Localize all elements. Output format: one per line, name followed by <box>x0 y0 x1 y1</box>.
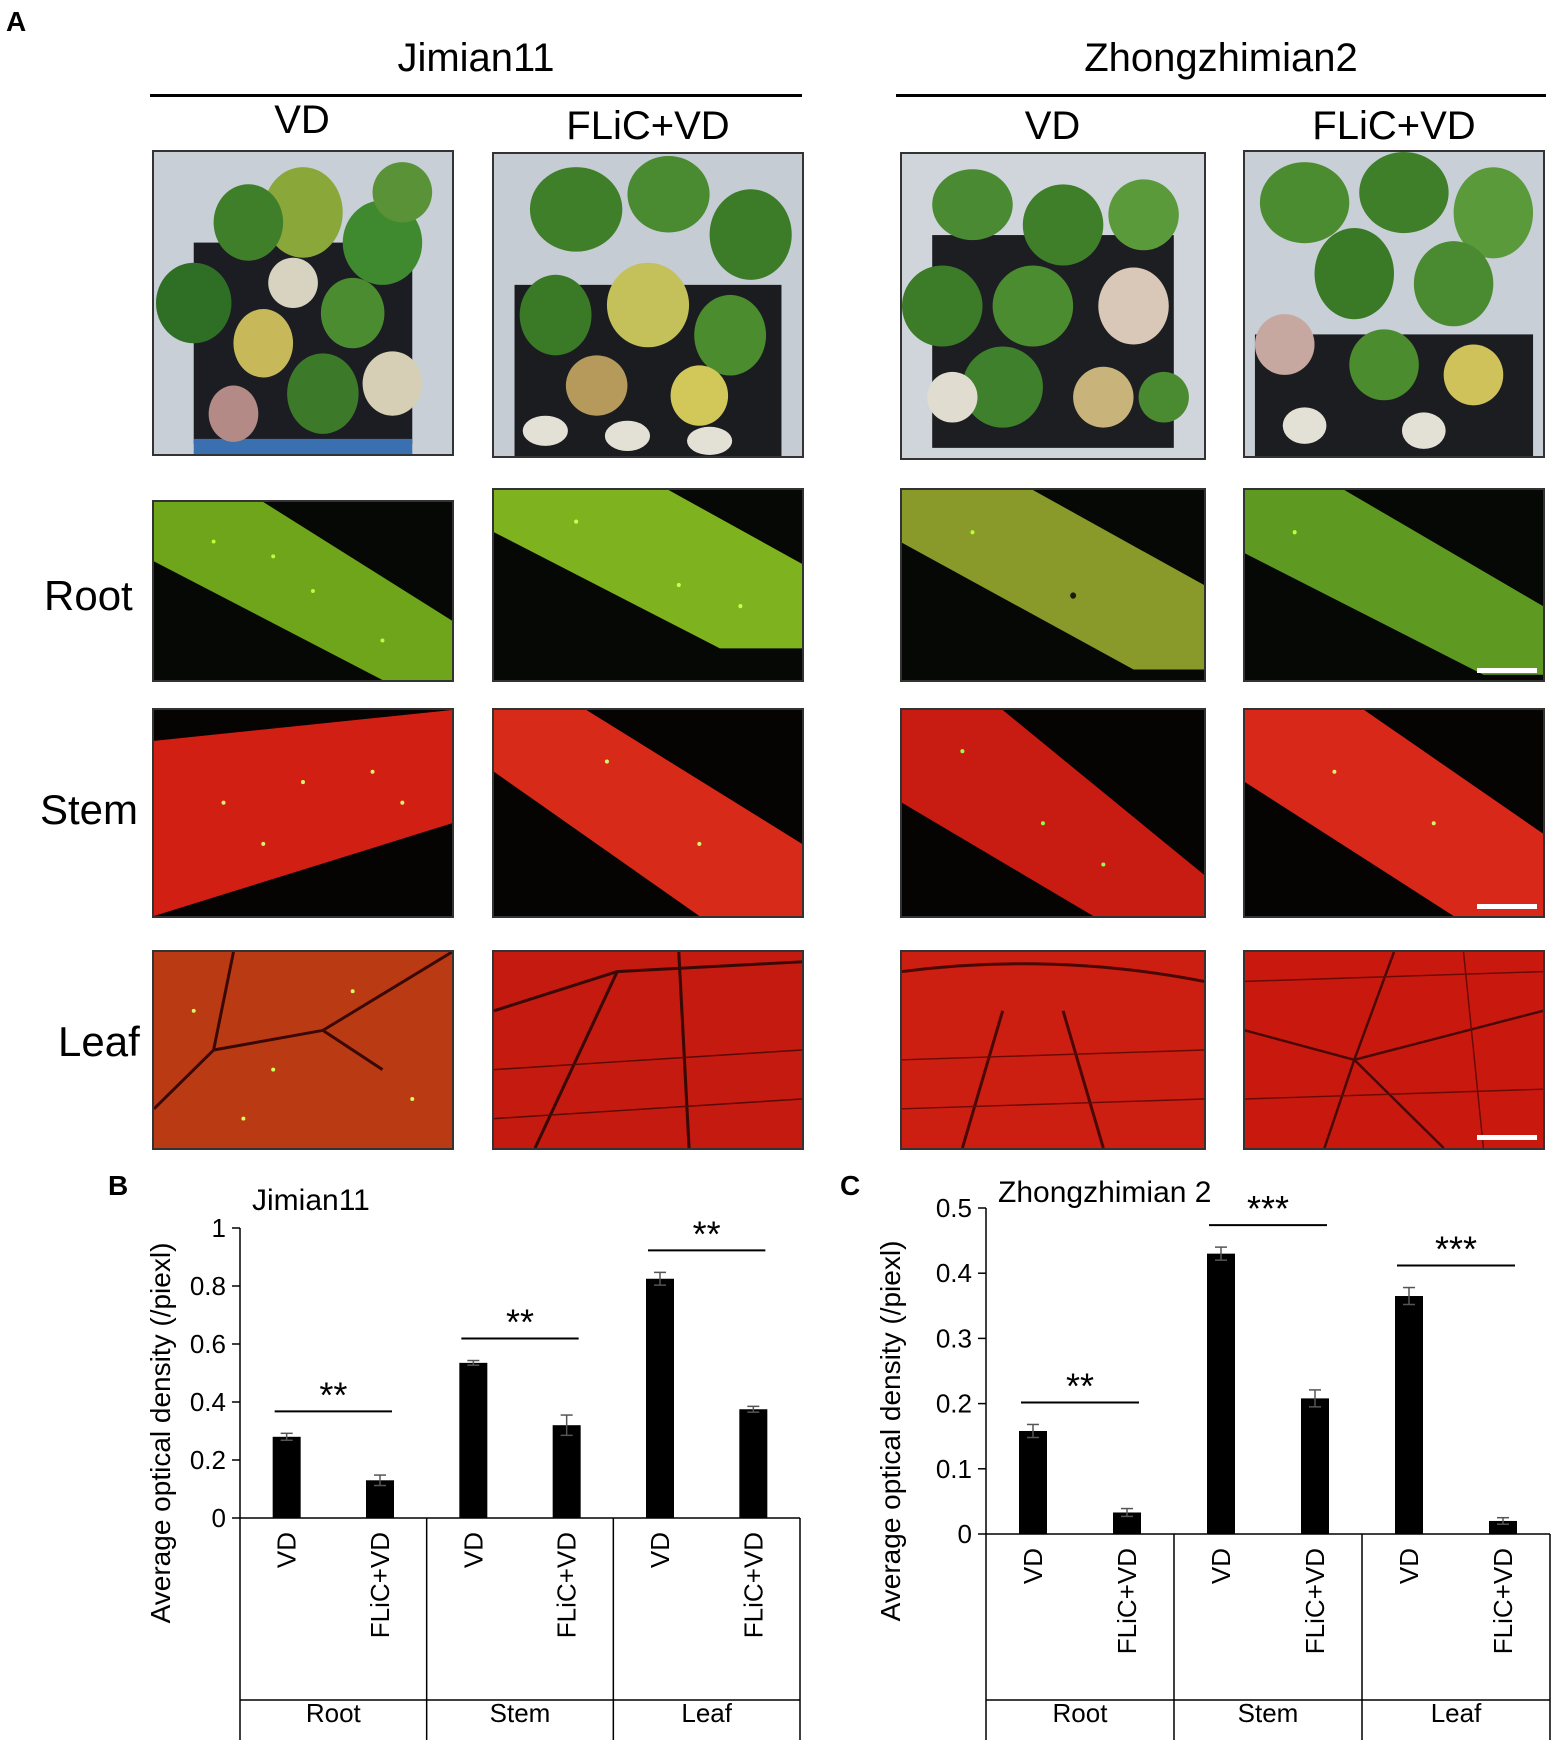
leaf-fluorescence-zhongzhimian2-vd <box>900 950 1206 1150</box>
stem-fluorescence-jimian11-flic-vd <box>492 708 804 918</box>
panel-label-b: B <box>108 1170 129 1201</box>
plant-photo-jimian11-flic-vd <box>492 152 804 458</box>
significance-marker: ** <box>693 1213 721 1254</box>
root-fluorescence-jimian11-flic-vd <box>492 488 804 682</box>
row-label-root: Root <box>44 572 133 619</box>
y-tick-label: 0 <box>958 1519 972 1549</box>
stem-fluorescence-zhongzhimian2-flic-vd <box>1243 708 1545 918</box>
significance-marker: ** <box>506 1302 534 1343</box>
group-label: Stem <box>490 1698 551 1728</box>
bar <box>1113 1512 1141 1534</box>
y-axis-label: Average optical density (/piexl) <box>875 1241 906 1622</box>
scale-bar-stem <box>1477 904 1537 909</box>
y-axis-label: Average optical density (/piexl) <box>145 1243 176 1624</box>
root-fluorescence-zhongzhimian2-flic-vd <box>1243 488 1545 682</box>
category-label: VD <box>458 1532 488 1568</box>
chart-title: Jimian11 <box>252 1184 370 1217</box>
bar <box>1395 1296 1423 1534</box>
plant-photo-zhongzhimian2-vd <box>900 152 1206 460</box>
significance-marker: *** <box>1247 1188 1289 1229</box>
treatment-label-zhongzhimian2-flic-vd: FLiC+VD <box>1312 104 1476 148</box>
category-label: VD <box>645 1532 675 1568</box>
panel-label-a: A <box>6 6 27 37</box>
y-tick-label: 0.5 <box>936 1193 972 1223</box>
chart-jimian11: Jimian11 Average optical density (/piexl)… <box>145 1184 801 1740</box>
treatment-label-zhongzhimian2-vd: VD <box>1024 104 1081 148</box>
bar <box>1489 1520 1517 1534</box>
y-tick-label: 0.2 <box>936 1389 972 1419</box>
stem-fluorescence-zhongzhimian2-vd <box>900 708 1206 918</box>
chart-zhongzhimian2: Zhongzhimian 2 Average optical density (/… <box>875 1176 1551 1740</box>
cultivar-title-jimian11: Jimian11 <box>397 36 555 80</box>
treatment-label-jimian11-vd: VD <box>274 98 330 142</box>
category-label: FLiC+VD <box>738 1532 768 1638</box>
panel-label-c: C <box>840 1170 861 1201</box>
significance-marker: ** <box>319 1374 347 1415</box>
y-tick-label: 0.8 <box>190 1271 226 1301</box>
plant-photo-zhongzhimian2-flic-vd <box>1243 150 1545 458</box>
significance-marker: *** <box>1435 1229 1477 1270</box>
bar <box>552 1425 581 1518</box>
stem-fluorescence-jimian11-vd <box>152 708 454 918</box>
y-tick-label: 0.4 <box>190 1387 226 1417</box>
category-label: FLiC+VD <box>1488 1548 1518 1654</box>
group-label: Leaf <box>681 1698 732 1728</box>
y-tick-label: 0.6 <box>190 1329 226 1359</box>
bar <box>646 1278 674 1518</box>
bar <box>739 1409 768 1518</box>
category-label: FLiC+VD <box>552 1532 582 1638</box>
bar <box>272 1436 301 1518</box>
group-label: Root <box>306 1698 362 1728</box>
cultivar-rule-jimian11 <box>150 94 802 97</box>
category-label: FLiC+VD <box>1300 1548 1330 1654</box>
leaf-fluorescence-jimian11-flic-vd <box>492 950 804 1150</box>
row-label-leaf: Leaf <box>58 1018 140 1065</box>
scale-bar-leaf <box>1477 1135 1537 1140</box>
y-tick-label: 1 <box>212 1213 226 1243</box>
category-label: VD <box>1394 1548 1424 1584</box>
chart-title: Zhongzhimian 2 <box>998 1176 1211 1209</box>
y-tick-label: 0.4 <box>936 1258 972 1288</box>
group-label: Leaf <box>1431 1698 1482 1728</box>
scale-bar-root <box>1477 668 1537 673</box>
bar <box>459 1362 488 1518</box>
group-label: Root <box>1053 1698 1109 1728</box>
plant-photo-jimian11-vd <box>152 150 454 456</box>
root-fluorescence-zhongzhimian2-vd <box>900 488 1206 682</box>
y-tick-label: 0.3 <box>936 1323 972 1353</box>
leaf-fluorescence-jimian11-vd <box>152 950 454 1150</box>
bar <box>1207 1253 1235 1534</box>
leaf-fluorescence-zhongzhimian2-flic-vd <box>1243 950 1545 1150</box>
y-tick-label: 0 <box>212 1503 226 1533</box>
category-label: VD <box>272 1532 302 1568</box>
bar <box>1019 1430 1047 1534</box>
y-tick-label: 0.1 <box>936 1454 972 1484</box>
category-label: VD <box>1206 1548 1236 1584</box>
category-label: VD <box>1018 1548 1048 1584</box>
y-tick-label: 0.2 <box>190 1445 226 1475</box>
category-label: FLiC+VD <box>1112 1548 1142 1654</box>
treatment-label-jimian11-flic-vd: FLiC+VD <box>566 104 730 148</box>
cultivar-rule-zhongzhimian2 <box>896 94 1546 97</box>
cultivar-title-zhongzhimian2: Zhongzhimian2 <box>1084 36 1358 80</box>
bar <box>1301 1398 1329 1534</box>
bar <box>366 1480 394 1518</box>
root-fluorescence-jimian11-vd <box>152 500 454 682</box>
row-label-stem: Stem <box>40 786 139 833</box>
significance-marker: ** <box>1066 1365 1094 1406</box>
group-label: Stem <box>1238 1698 1299 1728</box>
category-label: FLiC+VD <box>365 1532 395 1638</box>
